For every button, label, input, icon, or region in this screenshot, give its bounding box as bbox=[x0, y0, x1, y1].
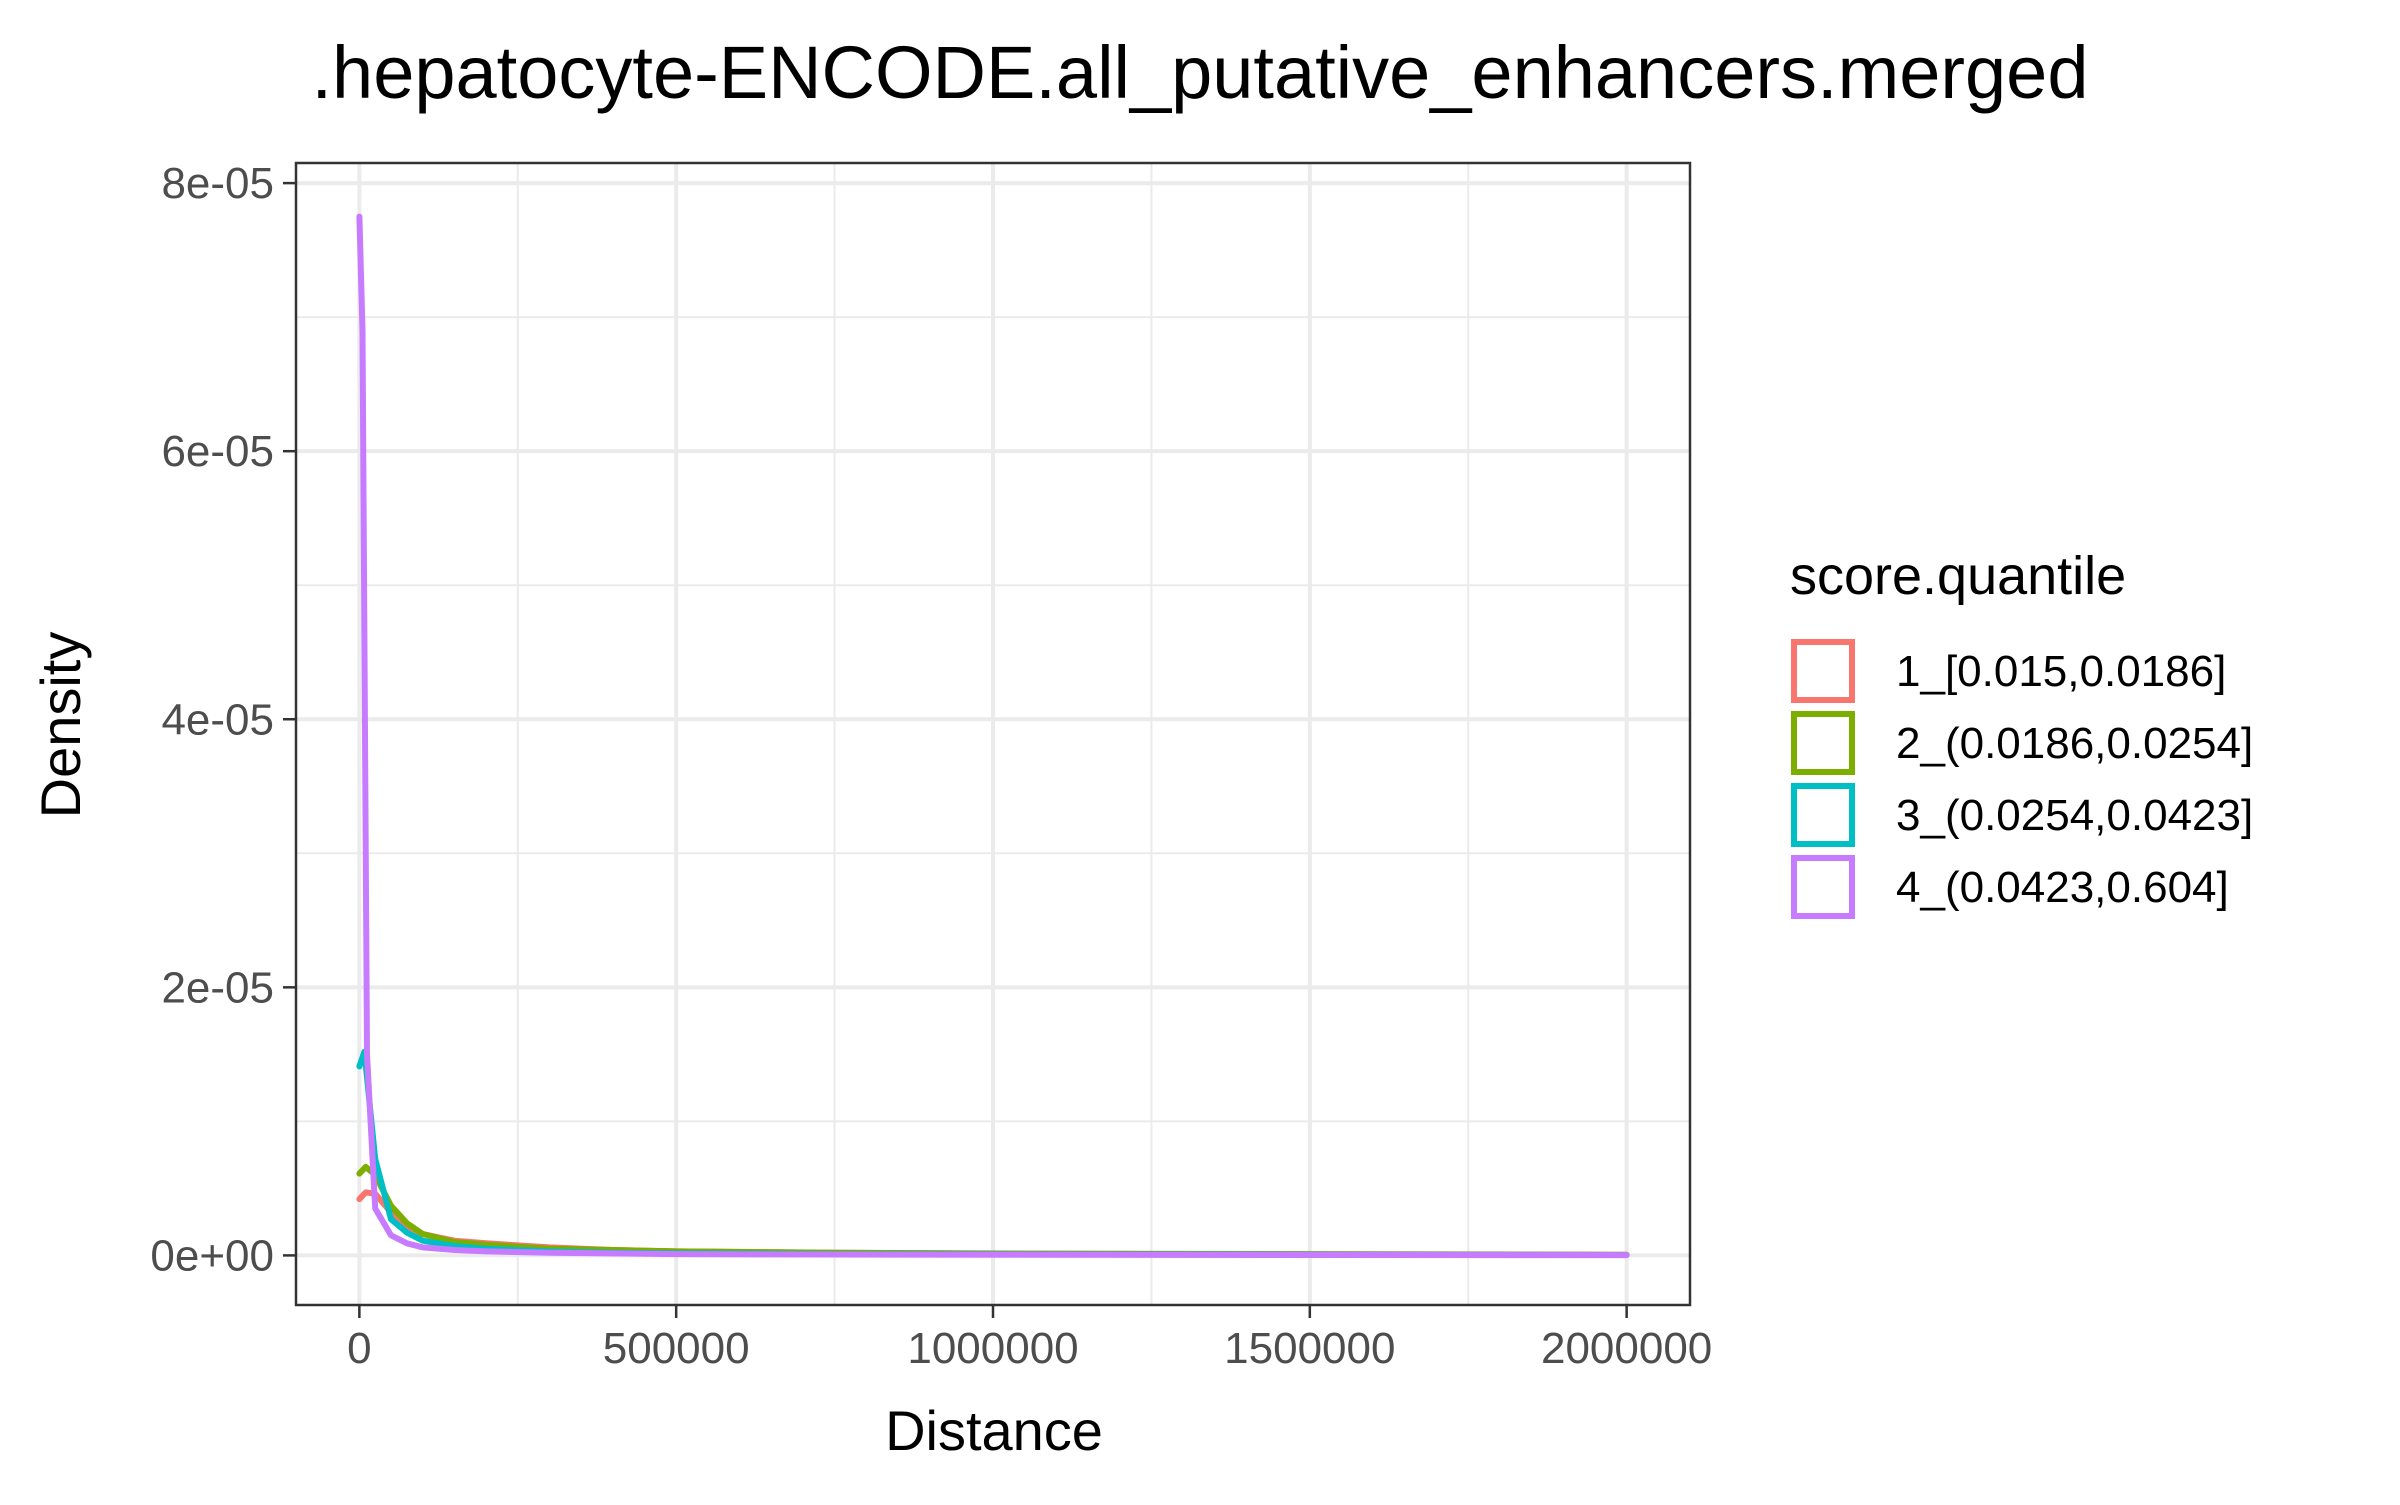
series-line-4 bbox=[356, 213, 1630, 1259]
y-tick-label: 8e-05 bbox=[161, 159, 274, 208]
chart-title: .hepatocyte-ENCODE.all_putative_enhancer… bbox=[312, 31, 2089, 114]
y-axis-label: Density bbox=[29, 632, 92, 819]
legend-label-2: 2_(0.0186,0.0254] bbox=[1896, 719, 2253, 768]
legend-label-3: 3_(0.0254,0.0423] bbox=[1896, 791, 2253, 840]
y-tick-label: 4e-05 bbox=[161, 695, 274, 744]
x-tick-label: 1500000 bbox=[1224, 1324, 1395, 1373]
legend-label-4: 4_(0.0423,0.604] bbox=[1896, 863, 2229, 912]
y-tick-label: 6e-05 bbox=[161, 427, 274, 476]
x-tick-label: 0 bbox=[347, 1324, 371, 1373]
x-tick-label: 1000000 bbox=[907, 1324, 1078, 1373]
legend: score.quantile 1_[0.015,0.0186] 2_(0.0186… bbox=[1790, 546, 2253, 919]
y-tick-label: 2e-05 bbox=[161, 963, 274, 1012]
legend-key-4 bbox=[1791, 855, 1855, 919]
x-tick-label: 2000000 bbox=[1541, 1324, 1712, 1373]
legend-title: score.quantile bbox=[1790, 546, 2126, 606]
plot-area: 0 500000 1000000 1500000 2000000 0e+00 2e-05 4e… bbox=[150, 159, 1712, 1373]
legend-key-3 bbox=[1791, 783, 1855, 847]
legend-key-2 bbox=[1791, 711, 1855, 775]
y-tick-label: 0e+00 bbox=[150, 1231, 274, 1280]
x-tick-label: 500000 bbox=[603, 1324, 750, 1373]
legend-key-1 bbox=[1791, 639, 1855, 703]
legend-label-1: 1_[0.015,0.0186] bbox=[1896, 647, 2226, 696]
x-axis-label: Distance bbox=[885, 1399, 1103, 1462]
